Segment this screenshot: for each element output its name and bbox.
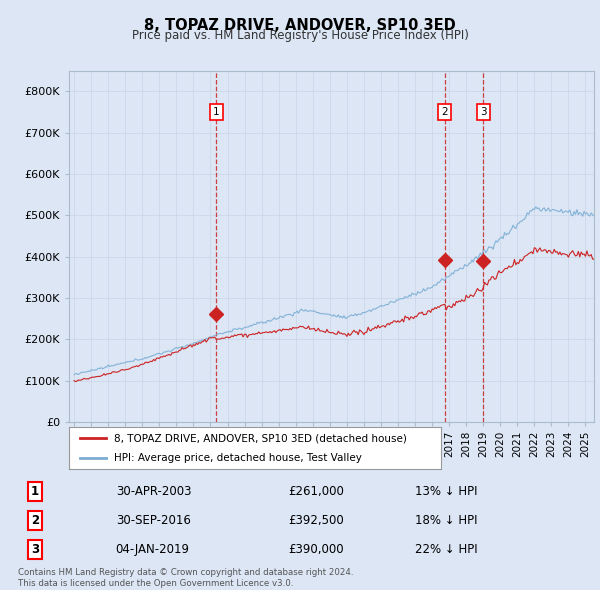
Text: 13% ↓ HPI: 13% ↓ HPI xyxy=(415,485,478,498)
Text: 3: 3 xyxy=(480,107,487,117)
Text: 8, TOPAZ DRIVE, ANDOVER, SP10 3ED: 8, TOPAZ DRIVE, ANDOVER, SP10 3ED xyxy=(144,18,456,32)
Text: Price paid vs. HM Land Registry's House Price Index (HPI): Price paid vs. HM Land Registry's House … xyxy=(131,30,469,42)
Text: HPI: Average price, detached house, Test Valley: HPI: Average price, detached house, Test… xyxy=(113,454,362,463)
Text: 30-SEP-2016: 30-SEP-2016 xyxy=(116,514,191,527)
Text: 8, TOPAZ DRIVE, ANDOVER, SP10 3ED (detached house): 8, TOPAZ DRIVE, ANDOVER, SP10 3ED (detac… xyxy=(113,434,407,444)
Text: 18% ↓ HPI: 18% ↓ HPI xyxy=(415,514,478,527)
Text: £390,000: £390,000 xyxy=(289,543,344,556)
Text: £392,500: £392,500 xyxy=(289,514,344,527)
Text: 3: 3 xyxy=(31,543,39,556)
Text: £261,000: £261,000 xyxy=(289,485,344,498)
Text: 1: 1 xyxy=(31,485,39,498)
Text: 2: 2 xyxy=(442,107,448,117)
Text: Contains HM Land Registry data © Crown copyright and database right 2024.
This d: Contains HM Land Registry data © Crown c… xyxy=(18,568,353,588)
Text: 2: 2 xyxy=(31,514,39,527)
Text: 1: 1 xyxy=(213,107,220,117)
Text: 22% ↓ HPI: 22% ↓ HPI xyxy=(415,543,478,556)
Text: 04-JAN-2019: 04-JAN-2019 xyxy=(116,543,190,556)
Text: 30-APR-2003: 30-APR-2003 xyxy=(116,485,191,498)
